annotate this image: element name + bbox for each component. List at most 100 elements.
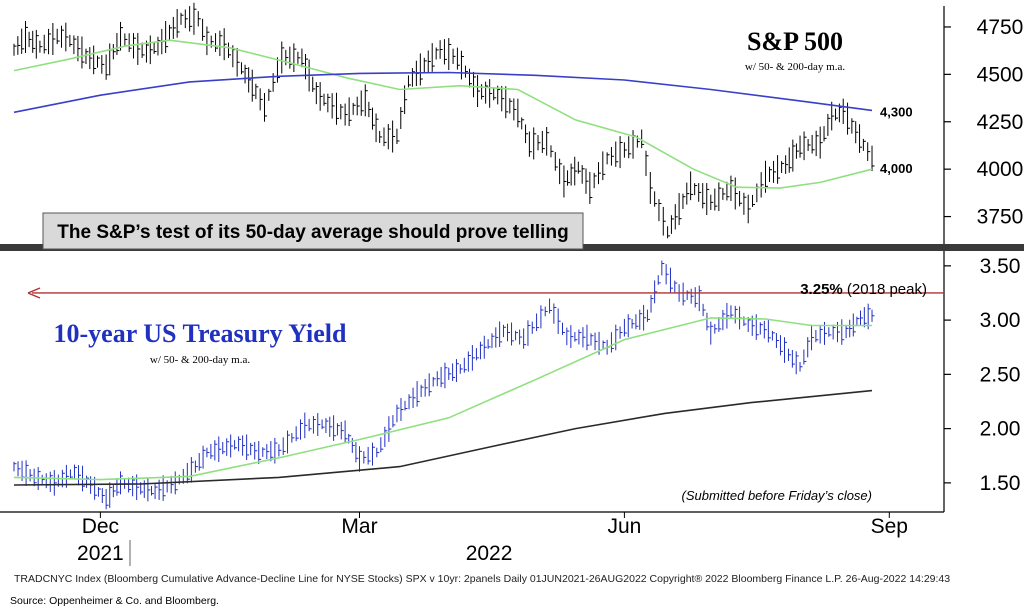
sp500-price-bar xyxy=(172,16,176,39)
treasury-price-bar xyxy=(380,437,384,453)
sp500-price-bar xyxy=(176,9,180,38)
sp500-price-bar xyxy=(589,171,593,204)
treasury-price-bar xyxy=(154,484,158,500)
sp500-price-bar xyxy=(807,139,811,152)
sp500-price-bar xyxy=(501,85,505,112)
sp500-price-bar xyxy=(563,165,567,198)
sp500-price-bar xyxy=(602,151,606,181)
sp500-price-bar xyxy=(585,168,589,194)
treasury-price-bar xyxy=(202,445,206,469)
treasury-price-bar xyxy=(487,339,491,349)
sp500-price-bar xyxy=(73,35,77,55)
treasury-price-bar xyxy=(25,460,29,486)
x-month-label: Sep xyxy=(871,515,908,538)
treasury-price-bar xyxy=(646,309,650,322)
sp500-price-bar xyxy=(698,183,702,202)
sp500-price-bar xyxy=(17,36,21,55)
sp500-price-bar xyxy=(396,128,400,145)
sp500-price-bar xyxy=(101,55,105,74)
sp500-price-bar xyxy=(654,191,658,207)
treasury-price-bar xyxy=(661,260,665,276)
treasury-price-bar xyxy=(404,400,408,411)
treasury-price-bar xyxy=(832,324,836,340)
treasury-price-bar xyxy=(759,322,763,335)
treasury-price-bar xyxy=(686,290,690,300)
sp500-price-bar xyxy=(528,131,532,157)
sp500-price-bar xyxy=(859,124,863,153)
treasury-price-bar xyxy=(726,302,730,329)
treasury-price-bar xyxy=(819,325,823,344)
treasury-price-bar xyxy=(13,461,17,472)
sp500-price-bar xyxy=(559,158,563,185)
sp500-y-tick-label: 4500 xyxy=(977,63,1024,86)
sp500-price-bar xyxy=(567,170,571,186)
sp500-price-bar xyxy=(649,171,653,204)
sp500-price-bar xyxy=(468,68,472,88)
treasury-price-bar xyxy=(856,316,860,327)
sp500-price-bar xyxy=(726,181,730,201)
treasury-price-bar xyxy=(549,298,553,314)
treasury-price-bar xyxy=(791,350,795,368)
sp500-price-bar xyxy=(259,88,263,111)
treasury-price-bar xyxy=(811,324,815,351)
sp500-price-bar xyxy=(734,177,738,210)
sp500-price-bar xyxy=(56,28,60,45)
treasury-price-bar xyxy=(863,307,867,328)
treasury-price-bar xyxy=(109,482,113,508)
sp500-price-bar xyxy=(35,29,39,59)
sp500-price-bar xyxy=(842,98,846,124)
sp500-price-bar xyxy=(297,51,301,64)
sp500-price-bar xyxy=(554,152,558,171)
sp500-price-bar xyxy=(851,118,855,134)
sp500-price-bar xyxy=(662,206,666,236)
treasury-price-bar xyxy=(336,423,340,436)
treasury-price-bar xyxy=(690,288,694,304)
treasury-price-bar xyxy=(650,295,654,313)
sp500-price-bar xyxy=(581,165,585,184)
treasury-price-bar xyxy=(467,351,471,372)
treasury-price-bar xyxy=(86,475,90,488)
treasury-price-bar xyxy=(226,438,230,456)
treasury-price-bar xyxy=(250,442,254,456)
sp500-price-bar xyxy=(419,53,423,86)
treasury-price-bar xyxy=(304,412,308,439)
sp500-price-bar xyxy=(112,44,116,60)
treasury-price-bar xyxy=(230,434,234,458)
treasury-price-bar xyxy=(730,305,734,318)
sp500-price-bar xyxy=(714,188,718,211)
treasury-price-bar xyxy=(767,319,771,343)
treasury-price-bar xyxy=(698,285,702,312)
sp500-price-bar xyxy=(202,18,206,41)
treasury-price-bar xyxy=(295,426,299,442)
treasury-price-bar xyxy=(771,330,775,341)
sp500-price-bar xyxy=(93,45,97,75)
sp500-price-bar xyxy=(493,88,497,101)
treasury-price-bar xyxy=(150,485,154,496)
treasury-title: 10-year US Treasury Yield xyxy=(54,319,348,348)
treasury-price-bar xyxy=(97,487,101,497)
sp500-price-bar xyxy=(301,48,305,68)
sp500-price-bar xyxy=(168,24,172,41)
sp500-price-bar xyxy=(443,39,447,65)
sp500-price-bar xyxy=(645,150,649,177)
treasury-price-bar xyxy=(795,351,799,375)
sp500-price-bar xyxy=(743,192,747,215)
reference-line-label: 3.25% (2018 peak) xyxy=(800,281,927,298)
sp500-price-bar xyxy=(315,82,319,105)
treasury-price-bar xyxy=(29,469,33,482)
treasury-price-bar xyxy=(400,398,404,421)
treasury-price-bar xyxy=(682,282,686,306)
treasury-price-bar xyxy=(101,488,105,503)
sp500-price-bar xyxy=(281,41,285,74)
sp500-panel xyxy=(13,2,875,239)
treasury-price-bar xyxy=(674,280,678,293)
sp500-price-bar xyxy=(747,194,751,224)
sp500-price-bar xyxy=(546,126,550,156)
sp500-price-bar xyxy=(109,43,113,76)
sp500-price-bar xyxy=(682,193,686,209)
treasury-price-bar xyxy=(162,475,166,501)
treasury-price-bar xyxy=(807,337,811,358)
sp500-price-bar xyxy=(96,55,100,68)
treasury-price-bar xyxy=(262,447,266,457)
